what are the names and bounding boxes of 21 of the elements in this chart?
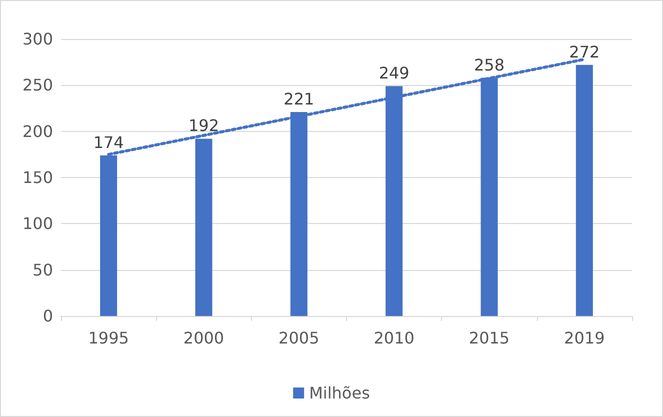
y-tick-label: 50 [32, 260, 53, 280]
y-tick-label: 200 [22, 122, 53, 141]
data-label: 174 [93, 132, 124, 152]
x-tick-label: 2005 [278, 328, 320, 348]
y-tick-label: 300 [22, 30, 53, 48]
data-label: 192 [188, 116, 220, 136]
x-tick-label: 2000 [183, 328, 224, 348]
y-tick-label: 150 [22, 168, 53, 187]
x-tick-label: 1995 [88, 328, 129, 348]
y-tick-label: 250 [22, 76, 53, 95]
legend-label: Milhões [309, 384, 370, 402]
x-tick-label: 2010 [374, 328, 414, 348]
data-label: 272 [569, 42, 600, 62]
data-label: 258 [474, 55, 505, 74]
bar [576, 64, 593, 316]
y-tick-label: 0 [42, 306, 53, 326]
data-label: 249 [378, 64, 410, 83]
x-tick-label: 2019 [564, 328, 605, 348]
y-tick-label: 100 [22, 214, 53, 234]
x-tick-label: 2015 [468, 328, 510, 348]
data-label: 221 [284, 89, 314, 108]
